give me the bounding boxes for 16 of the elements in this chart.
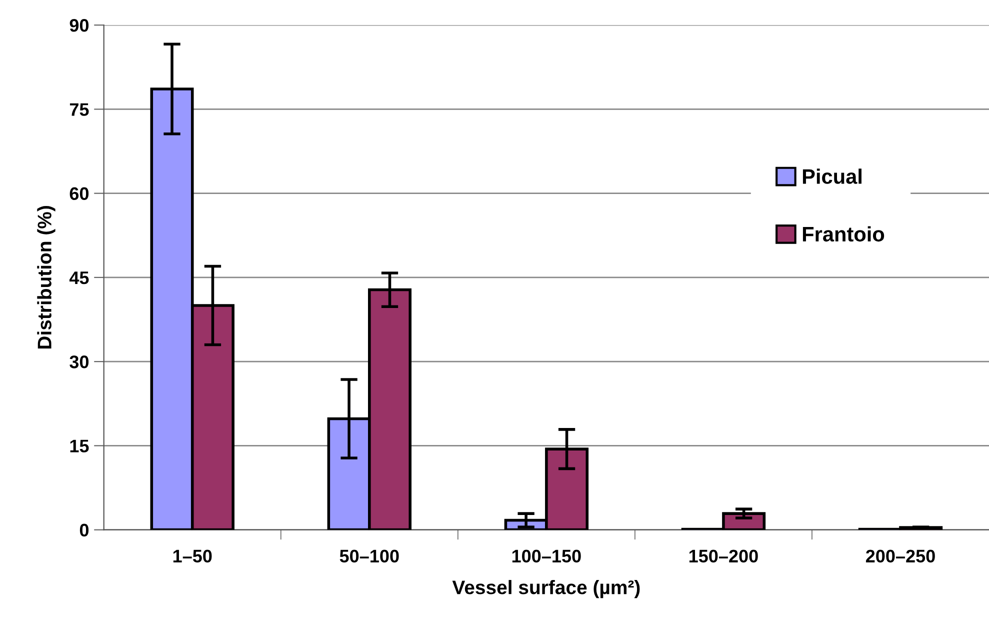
x-tick-label: 150–200 (689, 550, 758, 563)
x-axis-title: Vessel surface (µm²) (452, 580, 640, 598)
y-axis-title: Distribution (%) (37, 206, 56, 349)
y-tick-label: 0 (80, 524, 89, 537)
y-tick-label: 90 (70, 19, 89, 32)
y-tick-label: 45 (69, 272, 89, 284)
x-tick-label: 50–100 (340, 550, 399, 563)
x-tick-label: 100–150 (512, 550, 581, 563)
y-tick-label: 15 (70, 440, 89, 452)
y-tick-label: 60 (70, 187, 89, 200)
y-tick-label: 75 (70, 103, 89, 116)
legend-label: Picual (802, 168, 862, 184)
x-tick-label: 1–50 (173, 550, 212, 563)
legend-label: Frantoio (802, 226, 884, 242)
y-tick-label: 30 (70, 356, 89, 368)
x-tick-label: 200–250 (866, 550, 935, 563)
